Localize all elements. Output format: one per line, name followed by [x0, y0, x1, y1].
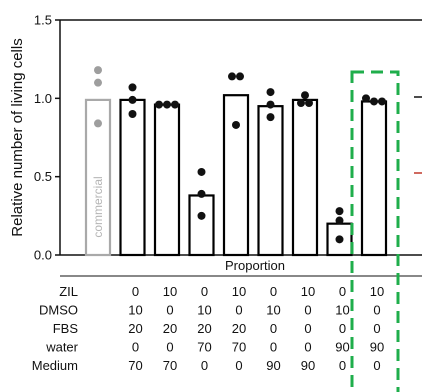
y-tick-label-2: 1.0 — [34, 91, 52, 106]
bar-1 — [119, 98, 146, 257]
condition-value-fbs-1: 20 — [128, 321, 142, 336]
condition-label-water: water — [45, 340, 78, 355]
y-tick-label-0: 0.0 — [34, 248, 52, 263]
data-point-5-2 — [266, 113, 275, 122]
data-point-5-0 — [266, 88, 275, 97]
condition-value-medium-4: 0 — [235, 358, 242, 373]
x-axis-label: Proportion — [225, 258, 285, 273]
data-point-0-0 — [94, 66, 102, 75]
condition-value-dmso-5: 10 — [266, 303, 280, 318]
data-point-7-2 — [335, 235, 344, 244]
data-point-7-1 — [335, 216, 344, 225]
condition-value-water-5: 0 — [270, 340, 277, 355]
condition-value-medium-7: 0 — [339, 358, 346, 373]
condition-value-zil-2: 10 — [163, 284, 177, 299]
condition-value-medium-8: 0 — [373, 358, 380, 373]
y-tick-label-1: 0.5 — [34, 169, 52, 184]
condition-value-dmso-1: 10 — [128, 303, 142, 318]
data-point-2-0 — [155, 100, 163, 109]
condition-value-water-6: 0 — [304, 340, 311, 355]
bar-8 — [360, 100, 388, 257]
condition-value-medium-6: 90 — [301, 358, 315, 373]
data-point-6-1 — [297, 99, 305, 108]
condition-value-fbs-2: 20 — [163, 321, 177, 336]
data-point-4-1 — [236, 72, 244, 81]
condition-label-medium: Medium — [32, 358, 78, 373]
bar-4 — [222, 94, 250, 257]
data-point-8-2 — [378, 97, 386, 106]
data-point-1-0 — [128, 83, 137, 92]
condition-value-dmso-3: 10 — [197, 303, 211, 318]
bar-5 — [257, 105, 284, 257]
condition-value-dmso-7: 10 — [335, 303, 349, 318]
condition-value-medium-2: 70 — [163, 358, 177, 373]
condition-value-zil-7: 0 — [339, 284, 346, 299]
highlight-box — [350, 70, 400, 392]
condition-value-zil-6: 10 — [301, 284, 315, 299]
condition-value-fbs-7: 0 — [339, 321, 346, 336]
condition-label-zil: ZIL — [59, 284, 78, 299]
condition-value-water-1: 0 — [132, 340, 139, 355]
condition-value-medium-5: 90 — [266, 358, 280, 373]
condition-value-zil-4: 10 — [232, 284, 246, 299]
y-axis-label: Relative number of living cells — [9, 38, 26, 236]
condition-label-dmso: DMSO — [39, 303, 78, 318]
condition-value-fbs-6: 0 — [304, 321, 311, 336]
condition-value-fbs-4: 20 — [232, 321, 246, 336]
data-point-4-0 — [228, 72, 236, 81]
data-point-0-2 — [94, 119, 102, 128]
bar-2 — [153, 103, 181, 257]
condition-value-fbs-3: 20 — [197, 321, 211, 336]
data-point-2-1 — [163, 100, 171, 109]
condition-value-medium-1: 70 — [128, 358, 142, 373]
condition-value-water-7: 90 — [335, 340, 349, 355]
data-point-2-2 — [171, 100, 179, 109]
condition-value-water-8: 90 — [370, 340, 384, 355]
y-tick-label-3: 1.5 — [34, 13, 52, 28]
condition-value-fbs-8: 0 — [373, 321, 380, 336]
data-point-5-1 — [266, 100, 275, 109]
data-point-8-1 — [370, 97, 378, 106]
condition-value-zil-8: 10 — [370, 284, 384, 299]
condition-value-water-3: 70 — [197, 340, 211, 355]
condition-value-dmso-8: 0 — [373, 303, 380, 318]
bar-6 — [291, 98, 319, 257]
condition-value-water-2: 0 — [166, 340, 173, 355]
condition-value-zil-1: 0 — [132, 284, 139, 299]
condition-value-dmso-6: 0 — [304, 303, 311, 318]
data-point-1-1 — [128, 95, 137, 104]
data-point-3-0 — [197, 167, 206, 176]
data-point-0-1 — [94, 78, 102, 87]
data-point-6-0 — [301, 91, 309, 100]
data-point-7-0 — [335, 207, 344, 216]
data-point-3-2 — [197, 211, 206, 220]
condition-value-zil-5: 0 — [270, 284, 277, 299]
condition-value-water-4: 70 — [232, 340, 246, 355]
bar-3 — [188, 194, 215, 257]
data-point-3-1 — [197, 189, 206, 198]
condition-label-fbs: FBS — [53, 321, 79, 336]
condition-value-dmso-2: 0 — [166, 303, 173, 318]
data-point-4-2 — [232, 120, 240, 129]
condition-value-fbs-5: 0 — [270, 321, 277, 336]
condition-value-dmso-4: 0 — [235, 303, 242, 318]
data-point-6-2 — [305, 99, 313, 108]
data-point-8-0 — [362, 94, 370, 103]
condition-value-medium-3: 0 — [201, 358, 208, 373]
commercial-label: commercial — [91, 176, 105, 237]
data-point-1-2 — [128, 110, 137, 118]
condition-value-zil-3: 0 — [201, 284, 208, 299]
